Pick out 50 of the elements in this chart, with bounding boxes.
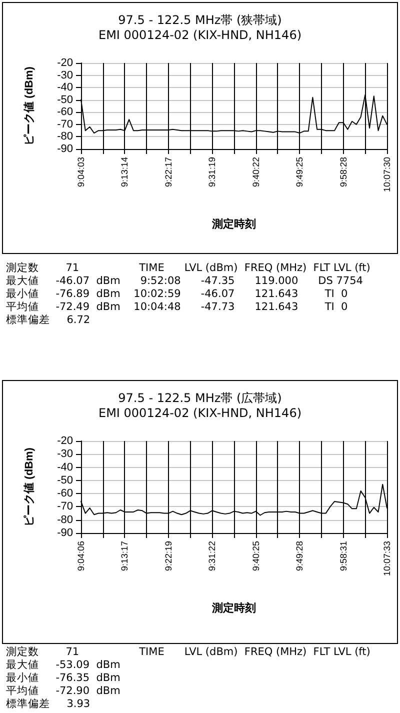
text: 最小値 -76.35 dBm xyxy=(6,672,122,685)
x-tick-label: 9:13:17 xyxy=(120,541,130,572)
x-tick-label: 9:04:06 xyxy=(76,541,86,572)
y-tick-label: -70 xyxy=(57,118,73,130)
chart-title: 97.5 - 122.5 MHz帯 (狭帯域) xyxy=(118,13,282,27)
x-tick-label: 10:07:30 xyxy=(382,157,392,192)
text: 最小値 -76.89 dBm 10:02:59 -46.07 121.643 TI 0 xyxy=(6,288,349,301)
text: 標準偏差 3.93 xyxy=(6,698,92,711)
x-tick-label: 9:31:22 xyxy=(207,541,218,572)
x-tick-label: 9:13:14 xyxy=(120,157,130,188)
text: 最大値 -53.09 dBm xyxy=(6,659,122,672)
x-tick-label: 9:49:25 xyxy=(294,157,305,188)
chart-subtitle: EMI 000124-02 (KIX-HND, NH146) xyxy=(98,28,302,42)
y-tick-label: -60 xyxy=(57,488,73,500)
y-tick-label: -50 xyxy=(57,474,73,486)
x-axis-title: 測定時刻 xyxy=(211,602,256,614)
y-tick-label: -80 xyxy=(57,514,73,526)
y-tick-label: -20 xyxy=(57,57,73,69)
text: 最大値 -46.07 dBm 9:52:08 -47.35 119.000 DS 7754 xyxy=(6,275,364,288)
y-tick-label: -90 xyxy=(57,527,73,539)
x-tick-label: 9:31:19 xyxy=(207,157,218,188)
y-tick-label: -90 xyxy=(57,143,73,155)
y-tick-label: -60 xyxy=(57,106,73,118)
x-tick-label: 9:40:25 xyxy=(250,541,261,572)
text: 標準偏差 6.72 xyxy=(6,314,92,327)
y-tick-label: -30 xyxy=(57,448,73,460)
x-tick-label: 9:40:22 xyxy=(250,157,261,188)
y-tick-label: -40 xyxy=(57,82,73,94)
x-tick-label: 9:04:03 xyxy=(76,157,86,188)
x-tick-label: 9:49:28 xyxy=(294,541,305,572)
x-tick-label: 9:22:17 xyxy=(163,157,174,188)
x-axis-title: 測定時刻 xyxy=(211,218,256,230)
y-axis-title: ピーク値 (dBm) xyxy=(22,66,36,146)
y-tick-label: -30 xyxy=(57,69,73,82)
y-tick-label: -50 xyxy=(57,94,73,106)
x-tick-label: 9:58:31 xyxy=(338,541,348,572)
chart-subtitle: EMI 000124-02 (KIX-HND, NH146) xyxy=(98,406,302,420)
text: 平均値 -72.90 dBm xyxy=(6,685,122,698)
text: 測定数 71 TIME LVL (dBm) FREQ (MHz) FLT LVL (ft) xyxy=(6,262,370,275)
x-tick-label: 10:07:33 xyxy=(382,541,392,576)
y-tick-label: -40 xyxy=(57,461,73,474)
text: 測定数 71 TIME LVL (dBm) FREQ (MHz) FLT LVL (ft) xyxy=(6,646,370,659)
x-tick-label: 9:22:19 xyxy=(163,541,174,572)
y-tick-label: -70 xyxy=(57,500,73,513)
y-tick-label: -20 xyxy=(57,435,73,447)
x-tick-label: 9:58:28 xyxy=(338,157,348,188)
chart-title: 97.5 - 122.5 MHz帯 (広帯域) xyxy=(118,391,282,405)
y-axis-title: ピーク値 (dBm) xyxy=(22,447,36,526)
text: 平均値 -72.49 dBm 10:04:48 -47.73 121.643 TI 0 xyxy=(6,301,349,314)
y-tick-label: -80 xyxy=(57,130,73,143)
